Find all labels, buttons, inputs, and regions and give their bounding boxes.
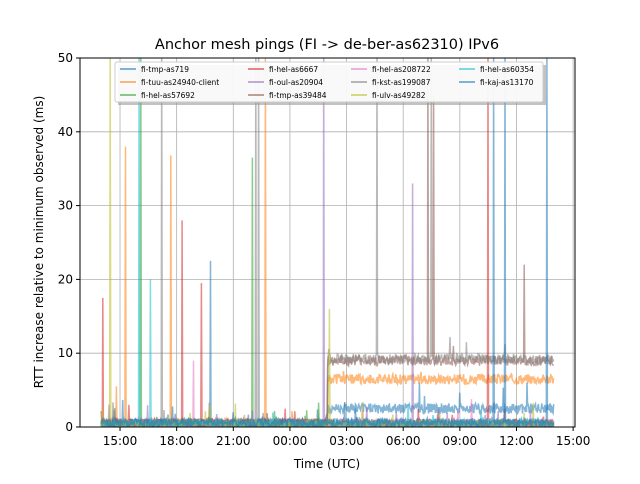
- legend-entry: fi-oul-as20904: [269, 78, 323, 87]
- x-tick-label: 12:00: [499, 434, 534, 448]
- legend-entry: fi-hel-as6667: [269, 65, 318, 74]
- y-tick-label: 0: [65, 420, 73, 434]
- legend-entry: fi-tmp-as39484: [269, 91, 327, 100]
- series-lines: [100, 58, 555, 427]
- x-tick-label: 09:00: [443, 434, 478, 448]
- x-axis-label: Time (UTC): [293, 457, 360, 471]
- x-axis: 15:00 18:00 21:00 00:00 03:00 06:00 09:00 12:00…: [103, 427, 591, 448]
- y-tick-label: 10: [58, 346, 73, 360]
- legend-box: [114, 61, 544, 103]
- legend: fi-tmp-as719 fi-tuu-as24940-client fi-hel-…: [114, 61, 546, 105]
- y-tick-label: 30: [58, 199, 73, 213]
- y-axis: 0 10 20 30 40 50: [58, 51, 80, 434]
- legend-entry: fi-hel-as60354: [480, 65, 534, 74]
- legend-entry: fi-ulv-as49282: [372, 91, 426, 100]
- legend-entry: fi-kaj-as13170: [480, 78, 534, 87]
- x-tick-label: 00:00: [273, 434, 308, 448]
- legend-entry: fi-kst-as199087: [372, 78, 431, 87]
- x-tick-label: 21:00: [216, 434, 251, 448]
- y-tick-label: 40: [58, 125, 73, 139]
- series-line-fi-kaj-as13170: [100, 58, 555, 427]
- legend-entry: fi-hel-as208722: [372, 65, 431, 74]
- x-tick-label: 18:00: [159, 434, 194, 448]
- legend-entry: fi-tmp-as719: [141, 65, 189, 74]
- x-tick-label: 15:00: [556, 434, 591, 448]
- y-axis-label: RTT increase relative to minimum observe…: [32, 96, 46, 389]
- chart-title: Anchor mesh pings (FI -> de-ber-as62310)…: [155, 37, 499, 53]
- x-tick-label: 15:00: [103, 434, 138, 448]
- legend-entry: fi-hel-as57692: [141, 91, 195, 100]
- x-tick-label: 03:00: [329, 434, 364, 448]
- legend-entry: fi-tuu-as24940-client: [141, 78, 219, 87]
- y-tick-label: 20: [58, 272, 73, 286]
- y-tick-label: 50: [58, 51, 73, 65]
- plot-frame: [79, 57, 576, 428]
- x-tick-label: 06:00: [386, 434, 421, 448]
- series-line-fi-kst-as199087: [100, 58, 555, 427]
